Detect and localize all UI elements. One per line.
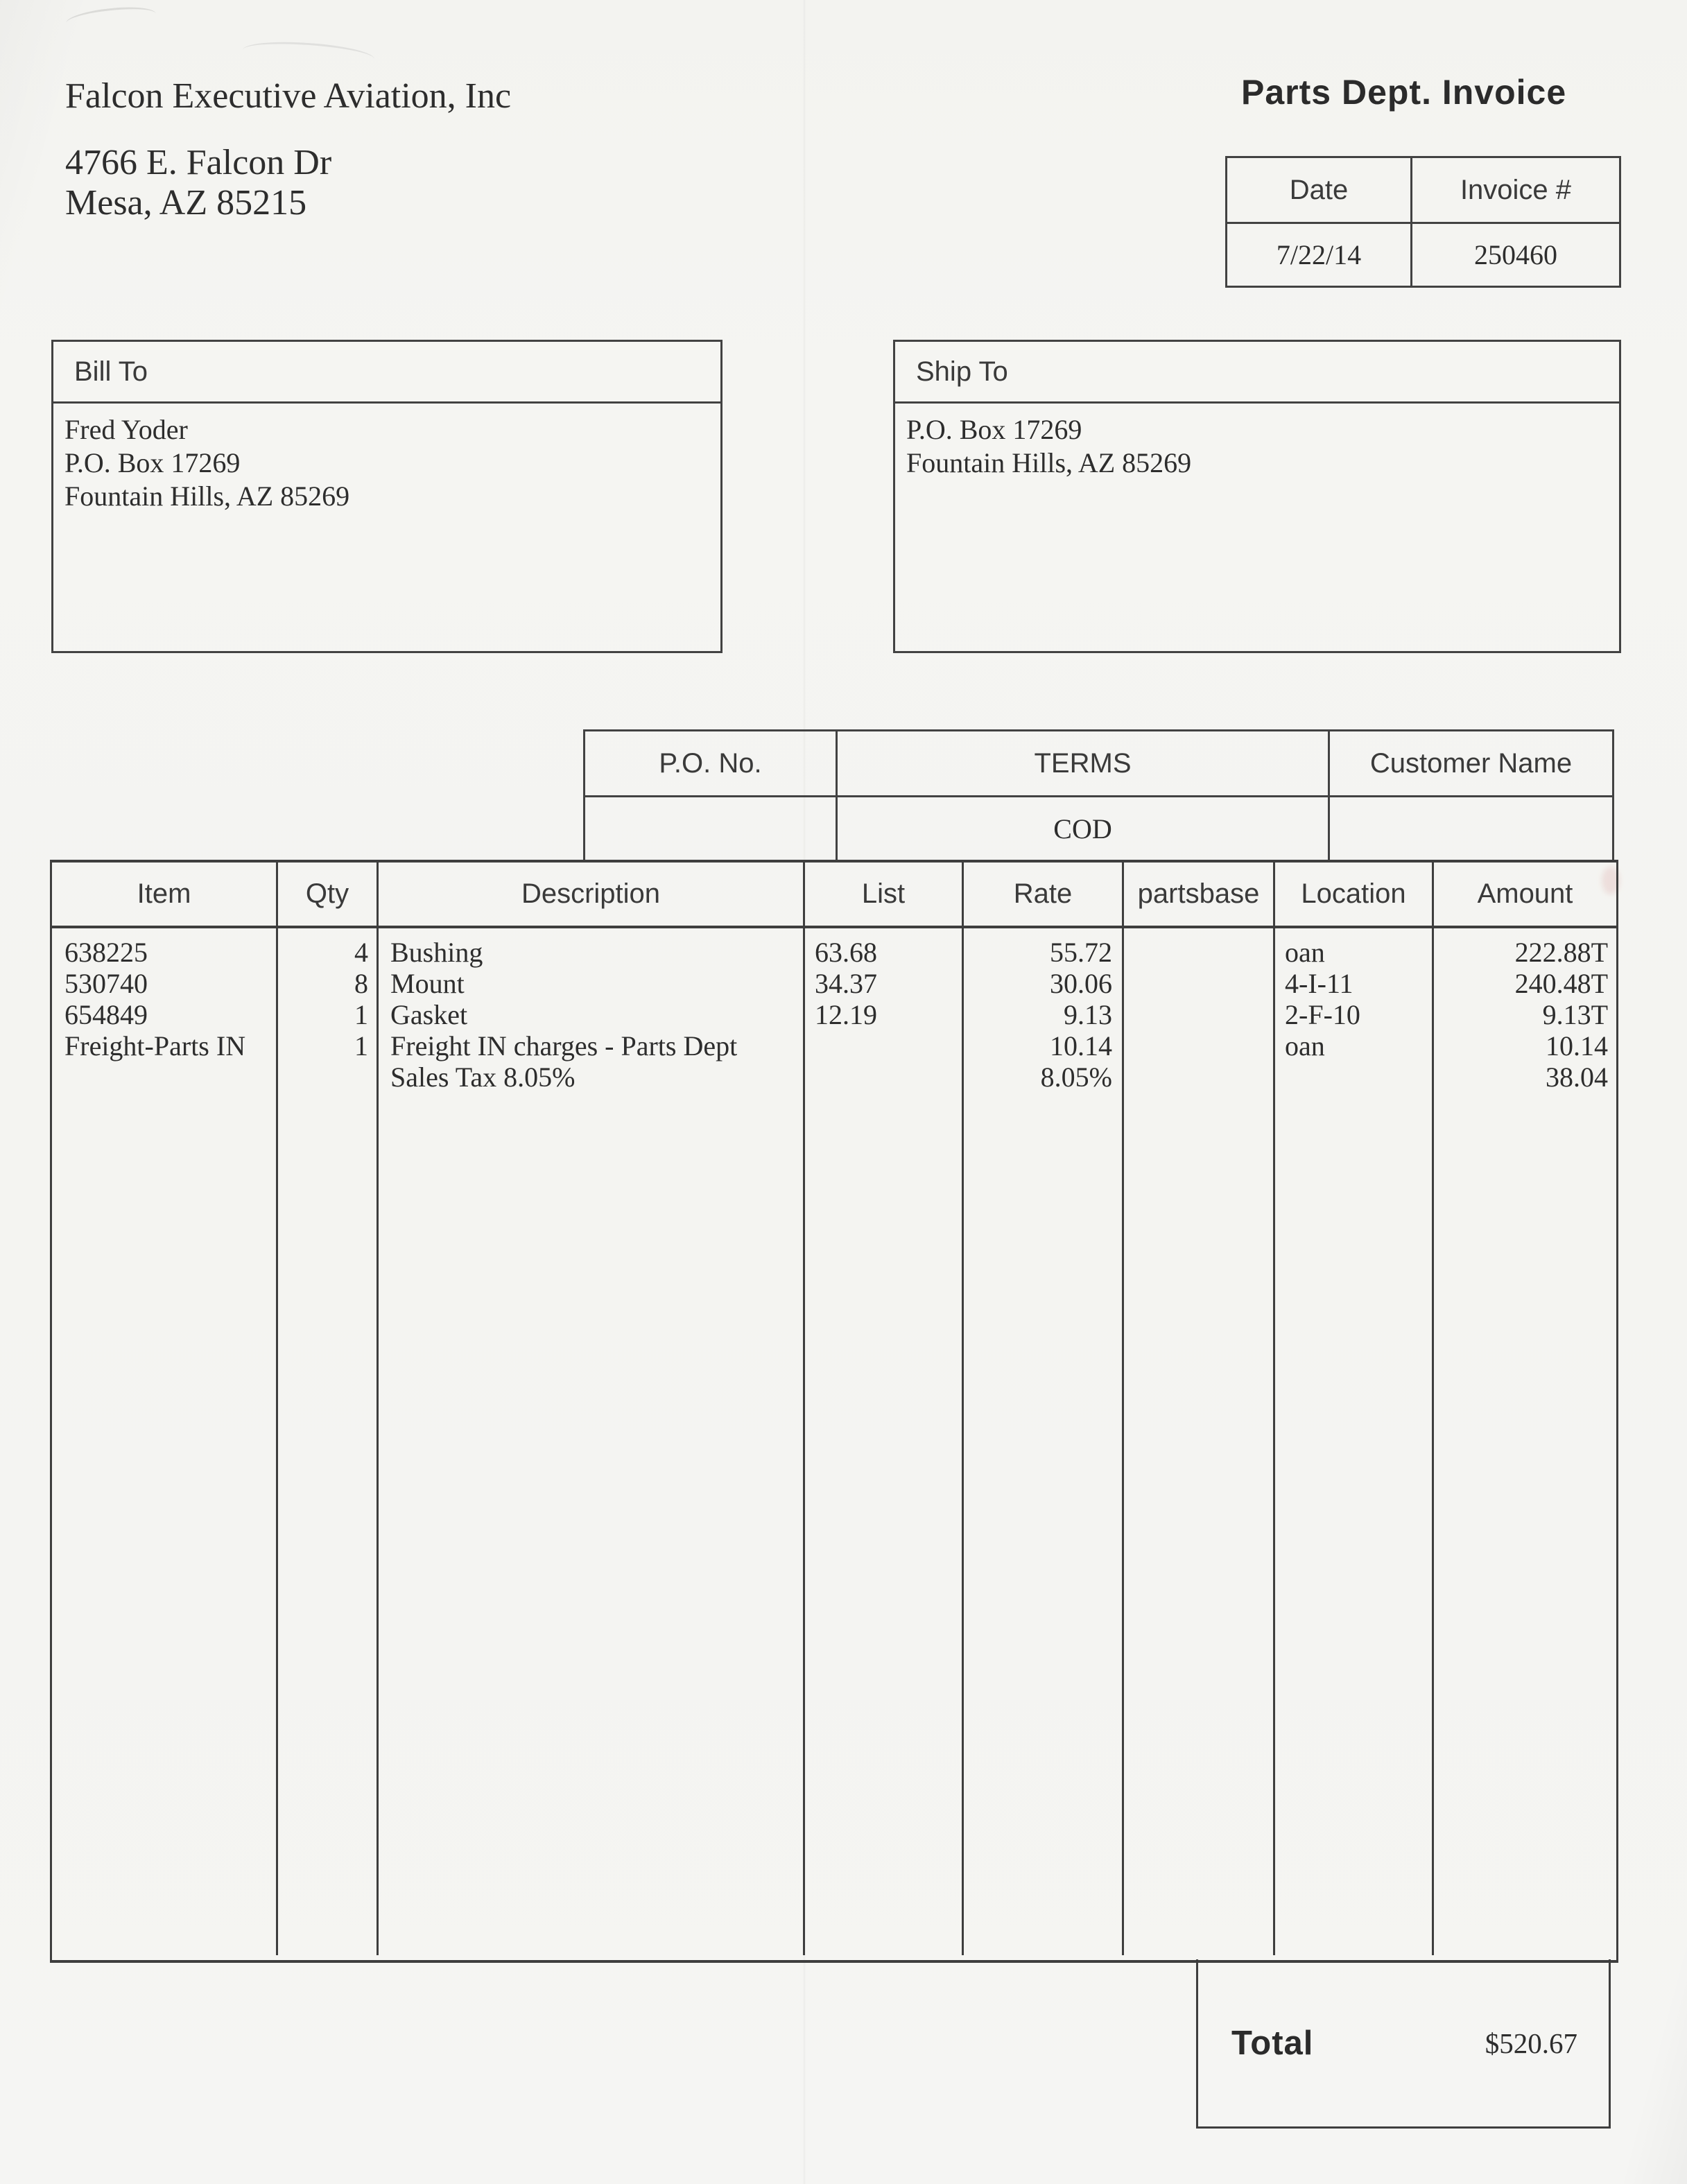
description-cell: Freight IN charges - Parts Dept xyxy=(390,1030,738,1061)
invoice-number-header: Invoice # xyxy=(1410,158,1619,222)
item-cell xyxy=(52,1061,276,1093)
partsbase-cell xyxy=(1124,999,1273,1030)
terms-value: COD xyxy=(836,797,1328,860)
location-cell: oan xyxy=(1285,937,1325,968)
ship-to-address: P.O. Box 17269 Fountain Hills, AZ 85269 xyxy=(895,404,1619,480)
amount-cell: 9.13T xyxy=(1542,999,1608,1030)
partsbase-column xyxy=(1122,928,1273,1955)
item-column-header: Item xyxy=(137,878,191,909)
qty-column: 4 8 1 1 xyxy=(276,928,377,1955)
amount-column: 222.88T 240.48T 9.13T 10.14 38.04 xyxy=(1432,928,1616,1955)
item-cell: 654849 xyxy=(64,999,148,1030)
description-cell: Mount xyxy=(390,968,465,999)
date-invoice-table: Date Invoice # 7/22/14 250460 xyxy=(1225,156,1621,288)
company-name: Falcon Executive Aviation, Inc xyxy=(65,76,512,116)
total-label: Total xyxy=(1231,2024,1314,2062)
rate-cell: 10.14 xyxy=(1050,1030,1112,1061)
rate-cell: 8.05% xyxy=(1040,1061,1112,1093)
line-items-table: Item Qty Description List Rate partsbase… xyxy=(50,860,1618,1963)
total-box: Total $520.67 xyxy=(1196,1959,1611,2129)
rate-column-header: Rate xyxy=(962,863,1122,926)
scan-artifact xyxy=(242,38,375,71)
list-cell: 12.19 xyxy=(815,999,877,1030)
description-column-header: Description xyxy=(377,863,803,926)
location-column: oan 4-I-11 2-F-10 oan xyxy=(1273,928,1432,1955)
list-column-header: List xyxy=(803,863,962,926)
date-header: Date xyxy=(1289,174,1349,205)
ship-to-box: Ship To P.O. Box 17269 Fountain Hills, A… xyxy=(893,340,1621,653)
company-address-line2: Mesa, AZ 85215 xyxy=(65,183,307,223)
ship-to-city: Fountain Hills, AZ 85269 xyxy=(906,447,1192,478)
scan-artifact xyxy=(64,3,157,33)
po-number-header: P.O. No. xyxy=(659,747,762,779)
order-info-table: P.O. No. TERMS Customer Name COD xyxy=(583,729,1614,860)
qty-column-header: Qty xyxy=(276,863,377,926)
item-cell: 530740 xyxy=(64,968,148,999)
amount-cell: 222.88T xyxy=(1514,937,1608,968)
partsbase-column-header: partsbase xyxy=(1122,863,1273,926)
date-value: 7/22/14 xyxy=(1276,239,1362,270)
order-info-value-row: COD xyxy=(585,797,1612,860)
list-cell xyxy=(805,1030,962,1061)
list-cell: 63.68 xyxy=(815,937,877,968)
list-cell xyxy=(805,1061,962,1093)
description-cell: Gasket xyxy=(390,999,468,1030)
bill-to-address: Fred Yoder P.O. Box 17269 Fountain Hills… xyxy=(53,404,720,513)
ship-to-label: Ship To xyxy=(895,342,1619,404)
description-cell: Bushing xyxy=(390,937,483,968)
location-column-header: Location xyxy=(1273,863,1432,926)
date-invoice-header-row: Date Invoice # xyxy=(1227,158,1619,224)
amount-cell: 10.14 xyxy=(1546,1030,1608,1061)
partsbase-cell xyxy=(1124,937,1273,968)
qty-cell: 1 xyxy=(354,1030,368,1061)
amount-cell: 240.48T xyxy=(1514,968,1608,999)
bill-to-city: Fountain Hills, AZ 85269 xyxy=(64,480,350,512)
qty-cell: 1 xyxy=(354,999,368,1030)
bill-to-street: P.O. Box 17269 xyxy=(64,447,241,478)
qty-cell: 4 xyxy=(354,937,368,968)
invoice-number-value: 250460 xyxy=(1410,224,1619,286)
description-column: Bushing Mount Gasket Freight IN charges … xyxy=(377,928,803,1955)
customer-name-value xyxy=(1328,797,1612,860)
amount-cell: 38.04 xyxy=(1546,1061,1608,1093)
bill-to-label: Bill To xyxy=(53,342,720,404)
amount-column-header: Amount xyxy=(1432,863,1616,926)
line-items-header-row: Item Qty Description List Rate partsbase… xyxy=(52,863,1616,928)
location-cell: oan xyxy=(1285,1030,1325,1061)
description-cell: Sales Tax 8.05% xyxy=(390,1061,576,1093)
qty-cell xyxy=(278,1061,377,1093)
bill-to-box: Bill To Fred Yoder P.O. Box 17269 Founta… xyxy=(51,340,723,653)
item-column: 638225 530740 654849 Freight-Parts IN xyxy=(52,928,276,1955)
po-number-value xyxy=(585,797,836,860)
customer-name-header: Customer Name xyxy=(1328,731,1612,795)
partsbase-cell xyxy=(1124,1030,1273,1061)
total-value: $520.67 xyxy=(1485,2027,1577,2059)
item-cell: Freight-Parts IN xyxy=(64,1030,246,1061)
order-info-header-row: P.O. No. TERMS Customer Name xyxy=(585,731,1612,797)
qty-cell: 8 xyxy=(354,968,368,999)
rate-cell: 55.72 xyxy=(1050,937,1112,968)
bill-to-name: Fred Yoder xyxy=(64,414,188,445)
ship-to-street: P.O. Box 17269 xyxy=(906,414,1082,445)
location-cell xyxy=(1275,1061,1432,1093)
list-column: 63.68 34.37 12.19 xyxy=(803,928,962,1955)
item-cell: 638225 xyxy=(64,937,148,968)
location-cell: 4-I-11 xyxy=(1285,968,1353,999)
rate-cell: 9.13 xyxy=(1064,999,1112,1030)
rate-column: 55.72 30.06 9.13 10.14 8.05% xyxy=(962,928,1122,1955)
terms-header: TERMS xyxy=(836,731,1328,795)
partsbase-cell xyxy=(1124,968,1273,999)
page-title: Parts Dept. Invoice xyxy=(1241,73,1567,112)
line-items-body: 638225 530740 654849 Freight-Parts IN 4 … xyxy=(52,928,1616,1955)
date-invoice-value-row: 7/22/14 250460 xyxy=(1227,224,1619,286)
partsbase-cell xyxy=(1124,1061,1273,1093)
location-cell: 2-F-10 xyxy=(1285,999,1360,1030)
list-cell: 34.37 xyxy=(815,968,877,999)
rate-cell: 30.06 xyxy=(1050,968,1112,999)
company-address-line1: 4766 E. Falcon Dr xyxy=(65,143,332,182)
